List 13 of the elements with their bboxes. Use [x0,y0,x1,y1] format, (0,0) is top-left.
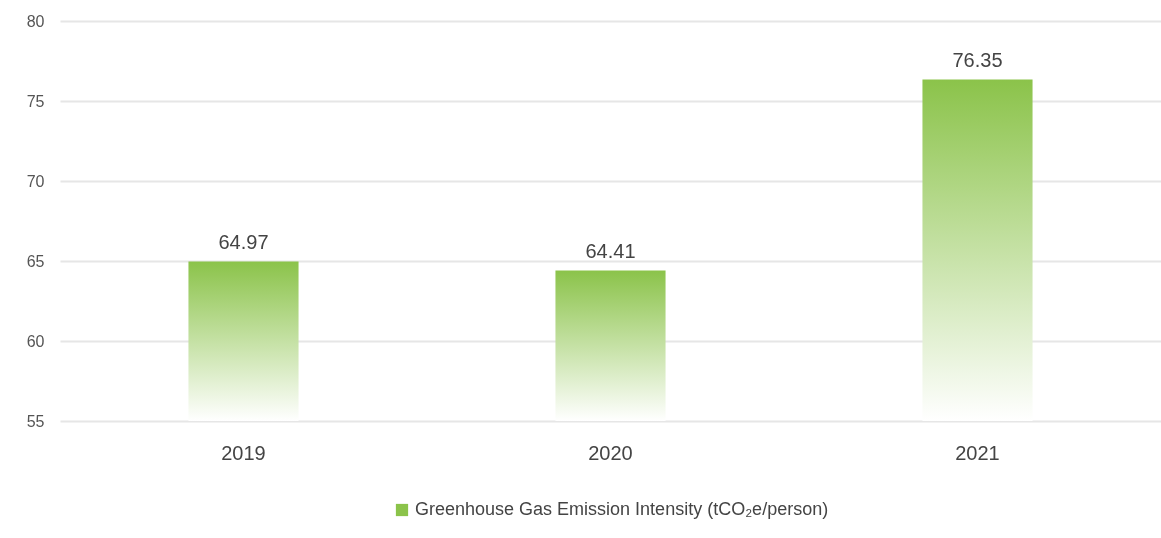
y-tick-label: 55 [26,412,45,430]
x-tick-label: 2020 [588,441,633,464]
data-label: 76.35 [952,49,1003,72]
y-tick-label: 80 [26,12,45,30]
x-tick-label: 2021 [955,441,1000,464]
data-label: 64.97 [218,231,269,254]
y-tick-label: 60 [26,332,45,350]
data-label: 64.41 [585,240,636,263]
x-tick-label: 2019 [221,441,266,464]
y-tick-label: 65 [26,252,45,270]
legend-label: Greenhouse Gas Emission Intensity (tCO₂e/person) [415,499,829,519]
y-tick-label: 70 [26,172,45,190]
y-tick-label: 75 [26,92,45,110]
